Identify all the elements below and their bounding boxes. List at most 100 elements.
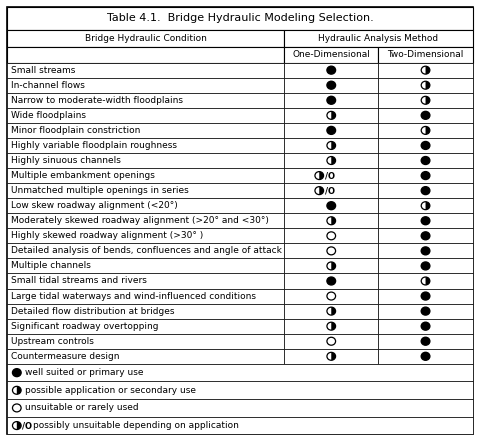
Wedge shape [426,66,430,74]
Text: Table 4.1.  Bridge Hydraulic Modeling Selection.: Table 4.1. Bridge Hydraulic Modeling Sel… [107,13,373,23]
Bar [284,243,378,258]
Circle shape [315,187,324,194]
Bar [7,381,473,399]
Text: Moderately skewed roadway alignment (>20° and <30°): Moderately skewed roadway alignment (>20… [11,216,268,225]
Bar [284,123,378,138]
Text: Small streams: Small streams [11,66,75,75]
Circle shape [421,232,430,240]
Bar [7,303,284,319]
Bar [378,168,473,183]
Bar [378,78,473,93]
Wedge shape [426,127,430,135]
Circle shape [327,112,336,120]
Text: In-channel flows: In-channel flows [11,81,84,90]
Bar [284,303,378,319]
Bar [284,258,378,273]
Bar [7,123,284,138]
Circle shape [421,187,430,194]
Circle shape [327,96,336,104]
Bar [284,273,378,288]
Text: Unmatched multiple openings in series: Unmatched multiple openings in series [11,186,188,195]
Bar [7,30,284,47]
Circle shape [327,127,336,135]
Bar [7,63,284,78]
Circle shape [421,262,430,270]
Bar [378,123,473,138]
Text: possible application or secondary use: possible application or secondary use [25,386,196,395]
Wedge shape [319,172,324,179]
Bar [284,30,473,47]
Bar [7,399,473,417]
Wedge shape [331,307,336,315]
Bar [7,319,284,334]
Bar [378,63,473,78]
Circle shape [327,66,336,74]
Bar [7,364,473,381]
Bar [7,7,473,30]
Bar [284,93,378,108]
Text: well suited or primary use: well suited or primary use [25,368,144,377]
Wedge shape [331,217,336,225]
Wedge shape [319,187,324,194]
Text: Significant roadway overtopping: Significant roadway overtopping [11,321,158,331]
Text: Countermeasure design: Countermeasure design [11,352,119,361]
Text: Small tidal streams and rivers: Small tidal streams and rivers [11,277,146,285]
Bar [284,47,378,63]
Text: Narrow to moderate-width floodplains: Narrow to moderate-width floodplains [11,96,182,105]
Circle shape [421,307,430,315]
Bar [378,228,473,243]
Bar [284,213,378,228]
Bar [284,138,378,153]
Bar [284,78,378,93]
Wedge shape [17,386,21,394]
Bar [284,319,378,334]
Text: Wide floodplains: Wide floodplains [11,111,85,120]
Circle shape [421,322,430,330]
Circle shape [421,247,430,255]
Bar [284,63,378,78]
Circle shape [421,96,430,104]
Bar [284,198,378,213]
Bar [7,334,284,349]
Wedge shape [426,202,430,209]
Circle shape [421,66,430,74]
Circle shape [327,307,336,315]
Text: One-Dimensional: One-Dimensional [292,50,370,60]
Bar [378,334,473,349]
Bar [284,334,378,349]
Bar [7,138,284,153]
Bar [7,108,284,123]
Circle shape [421,337,430,345]
Bar [378,349,473,364]
Bar [7,273,284,288]
Bar [7,78,284,93]
Text: /O: /O [324,186,335,195]
Circle shape [327,81,336,89]
Bar [378,319,473,334]
Text: Highly skewed roadway alignment (>30° ): Highly skewed roadway alignment (>30° ) [11,232,203,240]
Bar [378,273,473,288]
Bar [378,93,473,108]
Bar [284,288,378,303]
Wedge shape [426,96,430,104]
Circle shape [421,142,430,149]
Bar [378,138,473,153]
Circle shape [421,202,430,209]
Circle shape [327,322,336,330]
Wedge shape [331,112,336,120]
Text: Minor floodplain constriction: Minor floodplain constriction [11,126,140,135]
Bar [378,183,473,198]
Bar [7,243,284,258]
Bar [378,108,473,123]
Circle shape [315,172,324,179]
Bar [284,153,378,168]
Circle shape [421,112,430,120]
Circle shape [327,202,336,209]
Circle shape [327,262,336,270]
Wedge shape [331,157,336,164]
Bar [7,228,284,243]
Circle shape [12,422,21,430]
Bar [284,168,378,183]
Bar [378,198,473,213]
Text: /O: /O [22,421,32,430]
